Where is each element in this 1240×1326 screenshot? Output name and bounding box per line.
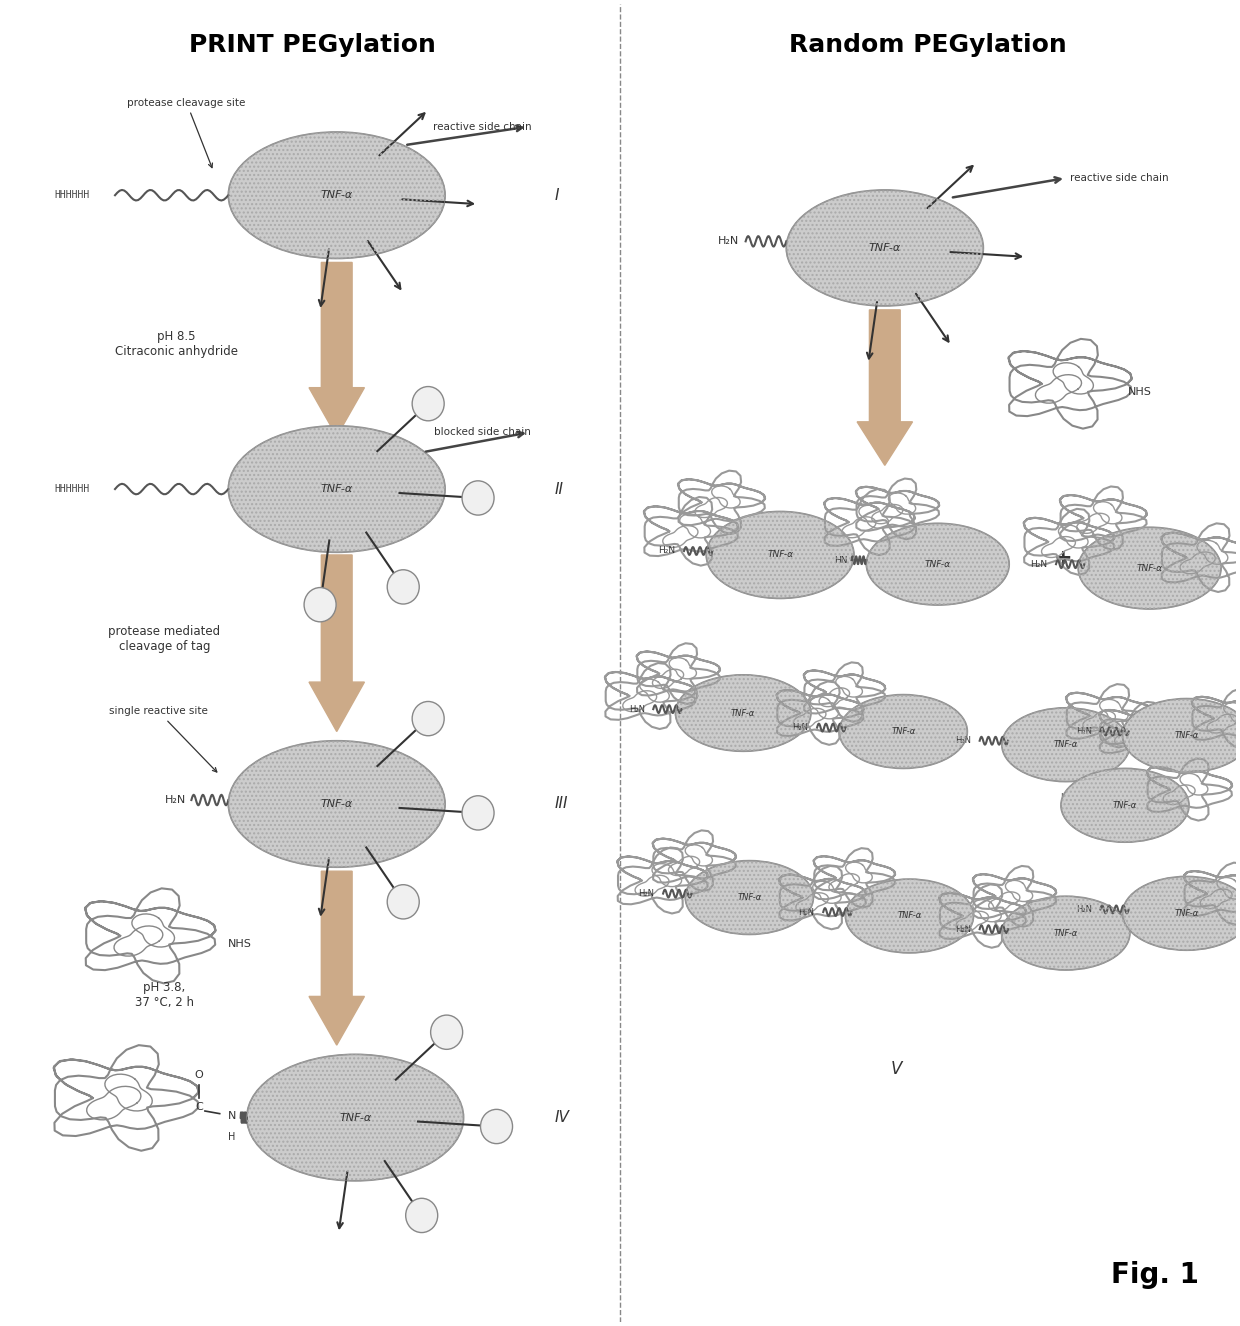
Text: H₂N: H₂N xyxy=(955,736,971,745)
Circle shape xyxy=(387,570,419,605)
Text: blocked side chain: blocked side chain xyxy=(434,427,531,438)
Ellipse shape xyxy=(1078,528,1221,609)
Text: V: V xyxy=(892,1059,903,1078)
Text: TNF-α: TNF-α xyxy=(768,550,794,560)
Circle shape xyxy=(463,481,494,514)
Text: H₂N: H₂N xyxy=(792,723,808,732)
Ellipse shape xyxy=(786,190,983,306)
Text: TNF-α: TNF-α xyxy=(1112,801,1137,810)
Text: TNF-α: TNF-α xyxy=(339,1113,371,1123)
Text: NHS: NHS xyxy=(1127,387,1151,396)
Text: TNF-α: TNF-α xyxy=(1054,928,1078,937)
Text: Fig. 1: Fig. 1 xyxy=(1111,1261,1199,1289)
FancyArrow shape xyxy=(309,263,365,436)
Ellipse shape xyxy=(1002,708,1130,781)
Text: H₂N: H₂N xyxy=(165,796,186,805)
Text: TNF-α: TNF-α xyxy=(1054,740,1078,749)
Text: H₂N: H₂N xyxy=(1076,727,1091,736)
Text: TNF-α: TNF-α xyxy=(925,560,951,569)
Text: H₂N: H₂N xyxy=(1060,793,1076,802)
Text: H₂N: H₂N xyxy=(629,704,645,713)
Text: H₂N: H₂N xyxy=(799,907,815,916)
Circle shape xyxy=(463,796,494,830)
Text: TNF-α: TNF-α xyxy=(869,243,901,253)
Text: protease mediated
cleavage of tag: protease mediated cleavage of tag xyxy=(108,626,221,654)
Circle shape xyxy=(412,701,444,736)
Text: HN: HN xyxy=(835,556,848,565)
Ellipse shape xyxy=(707,512,854,598)
Ellipse shape xyxy=(228,133,445,259)
Text: pH 8.5
Citraconic anhydride: pH 8.5 Citraconic anhydride xyxy=(115,330,238,358)
Text: PRINT PEGylation: PRINT PEGylation xyxy=(188,33,435,57)
Text: TNF-α: TNF-α xyxy=(1174,731,1199,740)
Text: reactive side chain: reactive side chain xyxy=(433,122,531,131)
Circle shape xyxy=(412,387,444,420)
Ellipse shape xyxy=(228,741,445,867)
Text: TNF-α: TNF-α xyxy=(321,800,353,809)
Circle shape xyxy=(387,884,419,919)
Text: NHS: NHS xyxy=(228,939,252,948)
Ellipse shape xyxy=(1122,699,1240,772)
Text: C: C xyxy=(195,1102,202,1113)
Text: H₂N: H₂N xyxy=(658,546,676,556)
Text: H₂N: H₂N xyxy=(718,236,739,247)
Circle shape xyxy=(405,1199,438,1233)
Text: N: N xyxy=(228,1111,236,1122)
Circle shape xyxy=(304,587,336,622)
Ellipse shape xyxy=(247,1054,464,1181)
FancyArrow shape xyxy=(309,871,365,1045)
Text: HHHHHH: HHHHHH xyxy=(55,190,89,200)
Ellipse shape xyxy=(846,879,973,953)
Text: TNF-α: TNF-α xyxy=(321,484,353,495)
Text: single reactive site: single reactive site xyxy=(109,707,217,772)
Ellipse shape xyxy=(839,695,967,768)
Ellipse shape xyxy=(1002,896,1130,971)
Text: H₂N: H₂N xyxy=(1076,904,1091,914)
Text: pH 3.8,
37 °C, 2 h: pH 3.8, 37 °C, 2 h xyxy=(135,981,193,1009)
Text: TNF-α: TNF-α xyxy=(892,727,915,736)
Text: +: + xyxy=(1054,548,1073,568)
Text: II: II xyxy=(554,481,564,496)
Text: TNF-α: TNF-α xyxy=(738,892,761,902)
Text: H₂N: H₂N xyxy=(955,924,971,934)
FancyArrow shape xyxy=(857,310,913,465)
Ellipse shape xyxy=(686,861,813,935)
Text: HHHHHH: HHHHHH xyxy=(55,484,89,495)
Text: Random PEGylation: Random PEGylation xyxy=(789,33,1066,57)
FancyArrow shape xyxy=(309,556,365,732)
Text: H₂N: H₂N xyxy=(639,890,655,898)
Text: TNF-α: TNF-α xyxy=(1137,564,1163,573)
Text: I: I xyxy=(554,188,559,203)
Text: protease cleavage site: protease cleavage site xyxy=(128,98,246,167)
Text: TNF-α: TNF-α xyxy=(732,708,755,717)
Text: reactive side chain: reactive side chain xyxy=(1070,174,1168,183)
Text: O: O xyxy=(195,1070,203,1081)
Text: TNF-α: TNF-α xyxy=(1174,908,1199,918)
Ellipse shape xyxy=(1061,768,1189,842)
Ellipse shape xyxy=(1122,876,1240,951)
Ellipse shape xyxy=(228,426,445,553)
Text: TNF-α: TNF-α xyxy=(321,190,353,200)
Text: TNF-α: TNF-α xyxy=(898,911,921,920)
Circle shape xyxy=(481,1110,512,1143)
Ellipse shape xyxy=(676,675,811,752)
Text: III: III xyxy=(554,797,568,812)
Ellipse shape xyxy=(867,524,1009,605)
Text: IV: IV xyxy=(554,1110,569,1124)
Circle shape xyxy=(430,1016,463,1049)
Text: H: H xyxy=(228,1132,236,1143)
Text: H₂N: H₂N xyxy=(1030,560,1048,569)
